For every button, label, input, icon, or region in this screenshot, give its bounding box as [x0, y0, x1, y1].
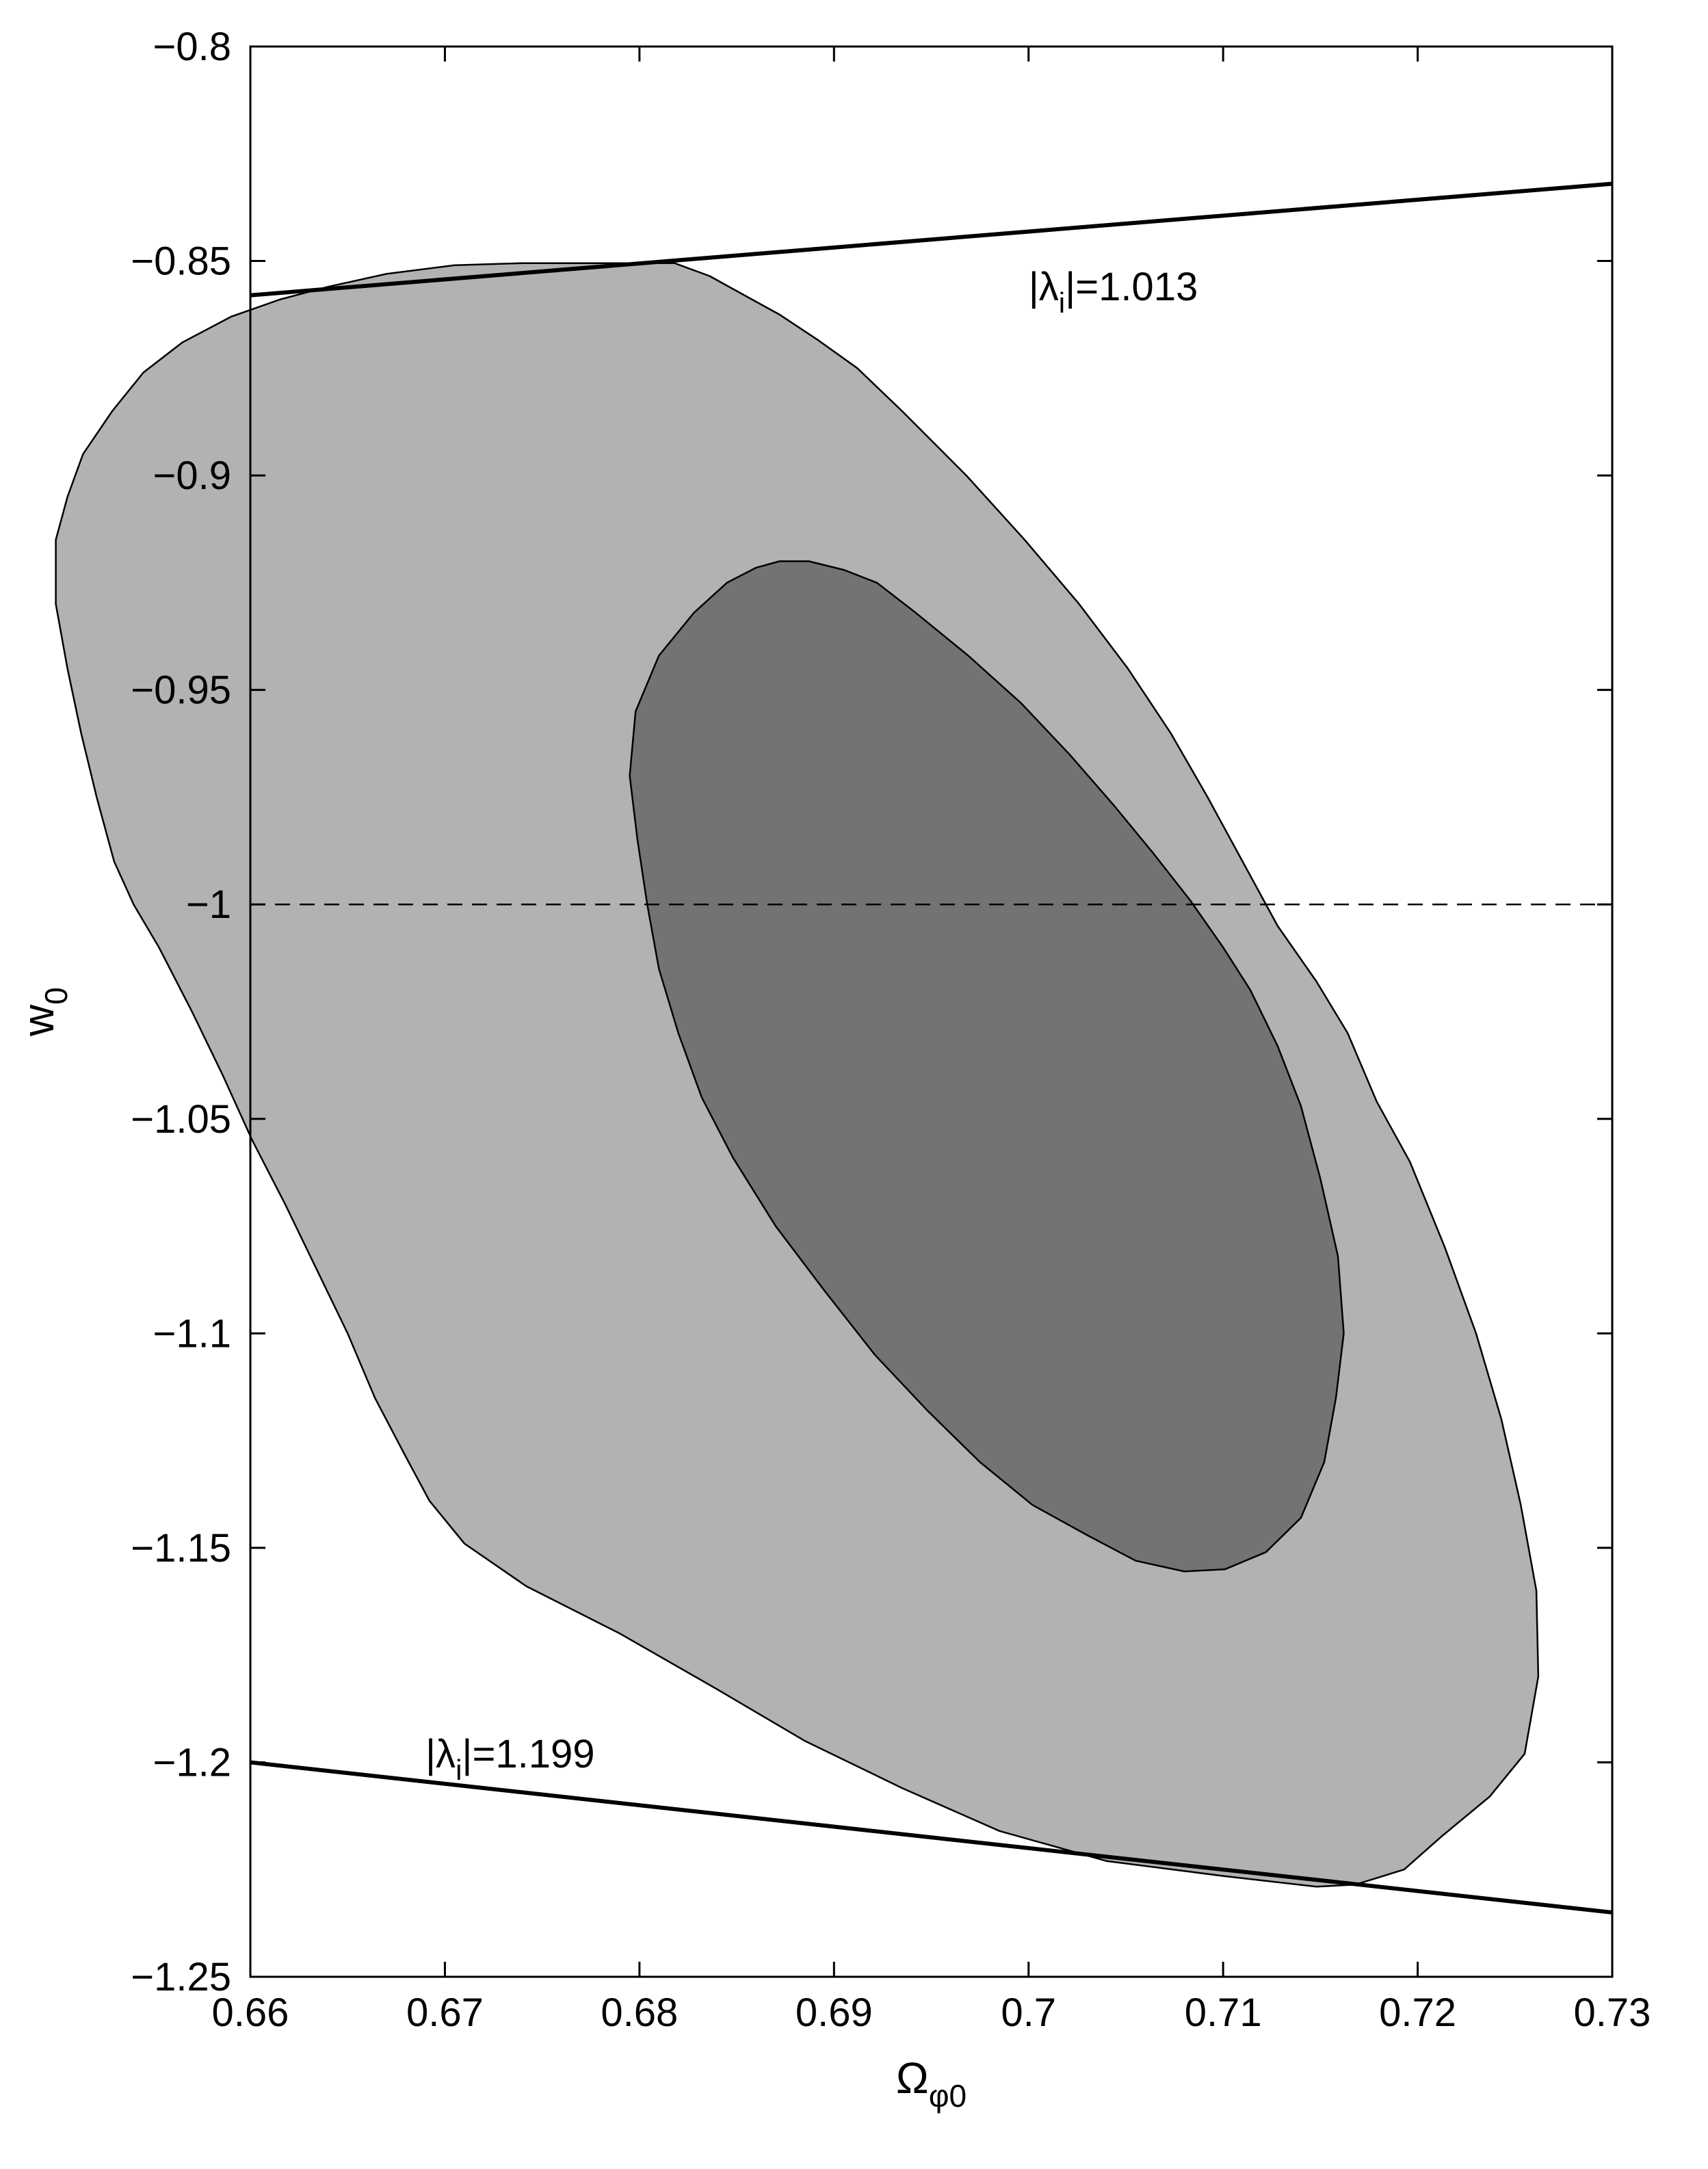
y-tick-label: −0.9: [153, 453, 232, 498]
bound-label-1: |λi|=1.013: [1029, 265, 1198, 319]
y-tick-label: −1.1: [153, 1311, 232, 1356]
y-tick-label: −1.05: [131, 1097, 231, 1142]
plot-frame: [249, 45, 1614, 1978]
y-tick-label: −0.85: [131, 239, 231, 284]
y-tick-label: −0.95: [131, 668, 231, 713]
x-tick-labels: 0.66 0.67 0.68 0.69 0.7 0.71 0.72 0.73: [212, 1990, 1651, 2035]
bound-label-2: |λi|=1.199: [425, 1732, 595, 1786]
y-tick-label: −1.2: [153, 1740, 232, 1785]
bound-line-2: [250, 1760, 1613, 1915]
x-tick-label: 0.72: [1379, 1990, 1456, 2035]
axis-ticks: [249, 45, 1614, 1978]
reference-lines: [250, 181, 1613, 1915]
x-tick-label: 0.67: [406, 1990, 484, 2035]
y-axis-label: w0: [14, 987, 74, 1037]
x-tick-label: 0.71: [1185, 1990, 1262, 2035]
y-tick-labels: −0.8 −0.85 −0.9 −0.95 −1 −1.05 −1.1 −1.15 −1.2 −1…: [131, 25, 231, 1999]
y-tick-label: −1.25: [131, 1955, 231, 1999]
x-tick-label: 0.68: [601, 1990, 678, 2035]
x-axis-label: Ωφ0: [896, 2053, 967, 2114]
x-tick-label: 0.73: [1574, 1990, 1651, 2035]
bound-line-1: [250, 181, 1613, 298]
y-tick-label: −1: [186, 882, 231, 927]
bound-annotations: |λi|=1.013 |λi|=1.199: [425, 265, 1198, 1786]
x-tick-label: 0.66: [212, 1990, 289, 2035]
y-tick-label: −1.15: [131, 1526, 231, 1570]
y-tick-label: −0.8: [153, 25, 232, 69]
x-tick-label: 0.69: [796, 1990, 873, 2035]
confidence-contours: [55, 262, 1540, 1888]
contour-inner: [629, 560, 1345, 1573]
x-tick-label: 0.7: [1001, 1990, 1056, 2035]
